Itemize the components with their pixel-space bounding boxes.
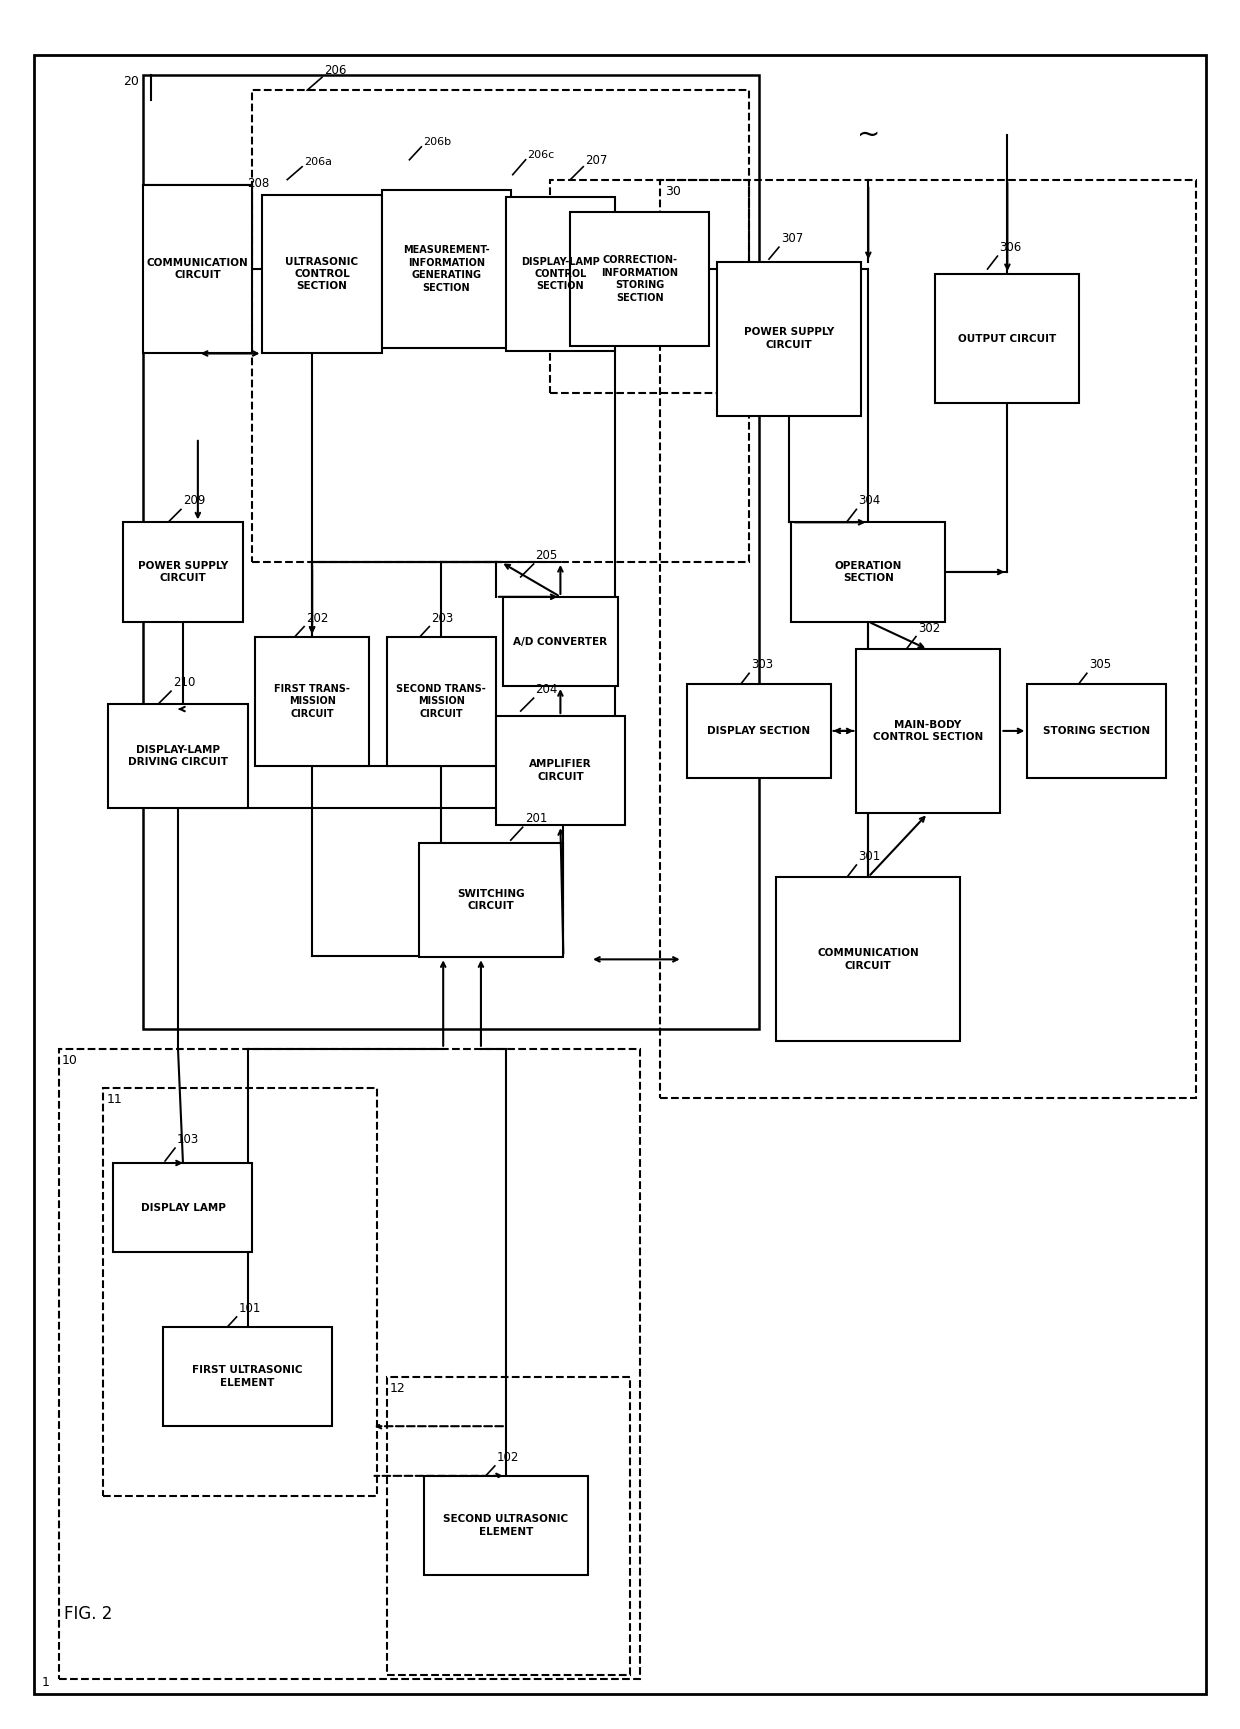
Text: 302: 302	[918, 621, 940, 635]
Bar	[382, 190, 511, 349]
Bar	[717, 261, 861, 415]
Text: COMMUNICATION
CIRCUIT: COMMUNICATION CIRCUIT	[148, 258, 249, 280]
Text: 12: 12	[389, 1381, 405, 1395]
Text: 201: 201	[525, 813, 547, 825]
Text: 304: 304	[858, 494, 880, 507]
Bar	[776, 877, 960, 1041]
Text: 305: 305	[1089, 659, 1111, 671]
Text: 301: 301	[858, 851, 880, 863]
Bar	[387, 1376, 630, 1674]
Bar	[570, 213, 709, 346]
Text: DISPLAY LAMP: DISPLAY LAMP	[140, 1203, 226, 1212]
Text: 11: 11	[107, 1093, 123, 1107]
Text: A/D CONVERTER: A/D CONVERTER	[513, 636, 608, 647]
Bar	[856, 648, 999, 813]
Text: STORING SECTION: STORING SECTION	[1043, 726, 1151, 737]
Text: MAIN-BODY
CONTROL SECTION: MAIN-BODY CONTROL SECTION	[873, 719, 983, 742]
Bar	[506, 197, 615, 351]
Text: 206c: 206c	[528, 150, 554, 159]
Text: 102: 102	[497, 1451, 520, 1464]
Bar	[935, 273, 1079, 403]
Text: 20: 20	[123, 76, 139, 88]
Bar	[164, 1326, 332, 1426]
Text: 206a: 206a	[304, 157, 332, 166]
Text: 205: 205	[536, 550, 558, 562]
Bar	[58, 1050, 640, 1679]
Bar	[791, 522, 945, 622]
Bar	[660, 180, 1197, 1098]
Text: DISPLAY-LAMP
DRIVING CIRCUIT: DISPLAY-LAMP DRIVING CIRCUIT	[128, 745, 228, 768]
Text: 206: 206	[324, 64, 346, 78]
Text: AMPLIFIER
CIRCUIT: AMPLIFIER CIRCUIT	[529, 759, 591, 782]
Text: SECOND TRANS-
MISSION
CIRCUIT: SECOND TRANS- MISSION CIRCUIT	[397, 683, 486, 719]
Bar	[496, 716, 625, 825]
Bar	[144, 76, 759, 1029]
Text: POWER SUPPLY
CIRCUIT: POWER SUPPLY CIRCUIT	[744, 327, 835, 349]
Text: DISPLAY-LAMP
CONTROL
SECTION: DISPLAY-LAMP CONTROL SECTION	[521, 256, 600, 292]
Bar	[387, 636, 496, 766]
Text: 208: 208	[248, 176, 270, 190]
Text: 30: 30	[665, 185, 681, 197]
Text: 203: 203	[432, 612, 454, 624]
Text: FIG. 2: FIG. 2	[63, 1605, 112, 1624]
Bar	[255, 636, 370, 766]
Text: COMMUNICATION
CIRCUIT: COMMUNICATION CIRCUIT	[817, 947, 919, 970]
Text: 206b: 206b	[423, 137, 451, 147]
Text: 207: 207	[585, 154, 608, 166]
Text: 10: 10	[62, 1053, 78, 1067]
Bar	[551, 180, 749, 392]
Bar	[419, 842, 563, 956]
Bar	[263, 195, 382, 353]
Text: FIRST TRANS-
MISSION
CIRCUIT: FIRST TRANS- MISSION CIRCUIT	[274, 683, 350, 719]
Text: OPERATION
SECTION: OPERATION SECTION	[835, 560, 901, 583]
Bar	[144, 185, 253, 353]
Text: ULTRASONIC
CONTROL
SECTION: ULTRASONIC CONTROL SECTION	[285, 256, 358, 292]
Text: 209: 209	[184, 494, 206, 507]
Bar	[503, 597, 618, 686]
Text: 306: 306	[999, 240, 1022, 254]
Text: 204: 204	[536, 683, 558, 697]
Bar	[1027, 683, 1167, 778]
Text: CORRECTION-
INFORMATION
STORING
SECTION: CORRECTION- INFORMATION STORING SECTION	[601, 256, 678, 303]
Bar	[113, 1164, 253, 1252]
Bar	[123, 522, 243, 622]
Text: ~: ~	[857, 121, 880, 149]
Text: MEASUREMENT-
INFORMATION
GENERATING
SECTION: MEASUREMENT- INFORMATION GENERATING SECT…	[403, 246, 490, 292]
Text: 1: 1	[42, 1677, 50, 1689]
Text: 103: 103	[177, 1132, 200, 1146]
Text: 101: 101	[238, 1302, 260, 1316]
Text: 307: 307	[781, 232, 804, 246]
Text: 210: 210	[174, 676, 196, 690]
Text: 202: 202	[306, 612, 329, 624]
Text: SWITCHING
CIRCUIT: SWITCHING CIRCUIT	[458, 889, 525, 911]
Text: FIRST ULTRASONIC
ELEMENT: FIRST ULTRASONIC ELEMENT	[192, 1366, 303, 1388]
Text: 303: 303	[751, 659, 774, 671]
Bar	[108, 704, 248, 807]
Bar	[687, 683, 831, 778]
Bar	[424, 1477, 588, 1575]
Text: SECOND ULTRASONIC
ELEMENT: SECOND ULTRASONIC ELEMENT	[443, 1515, 568, 1537]
Text: OUTPUT CIRCUIT: OUTPUT CIRCUIT	[959, 334, 1056, 344]
Text: POWER SUPPLY
CIRCUIT: POWER SUPPLY CIRCUIT	[138, 560, 228, 583]
Bar	[253, 90, 749, 562]
Text: DISPLAY SECTION: DISPLAY SECTION	[708, 726, 811, 737]
Bar	[103, 1089, 377, 1496]
